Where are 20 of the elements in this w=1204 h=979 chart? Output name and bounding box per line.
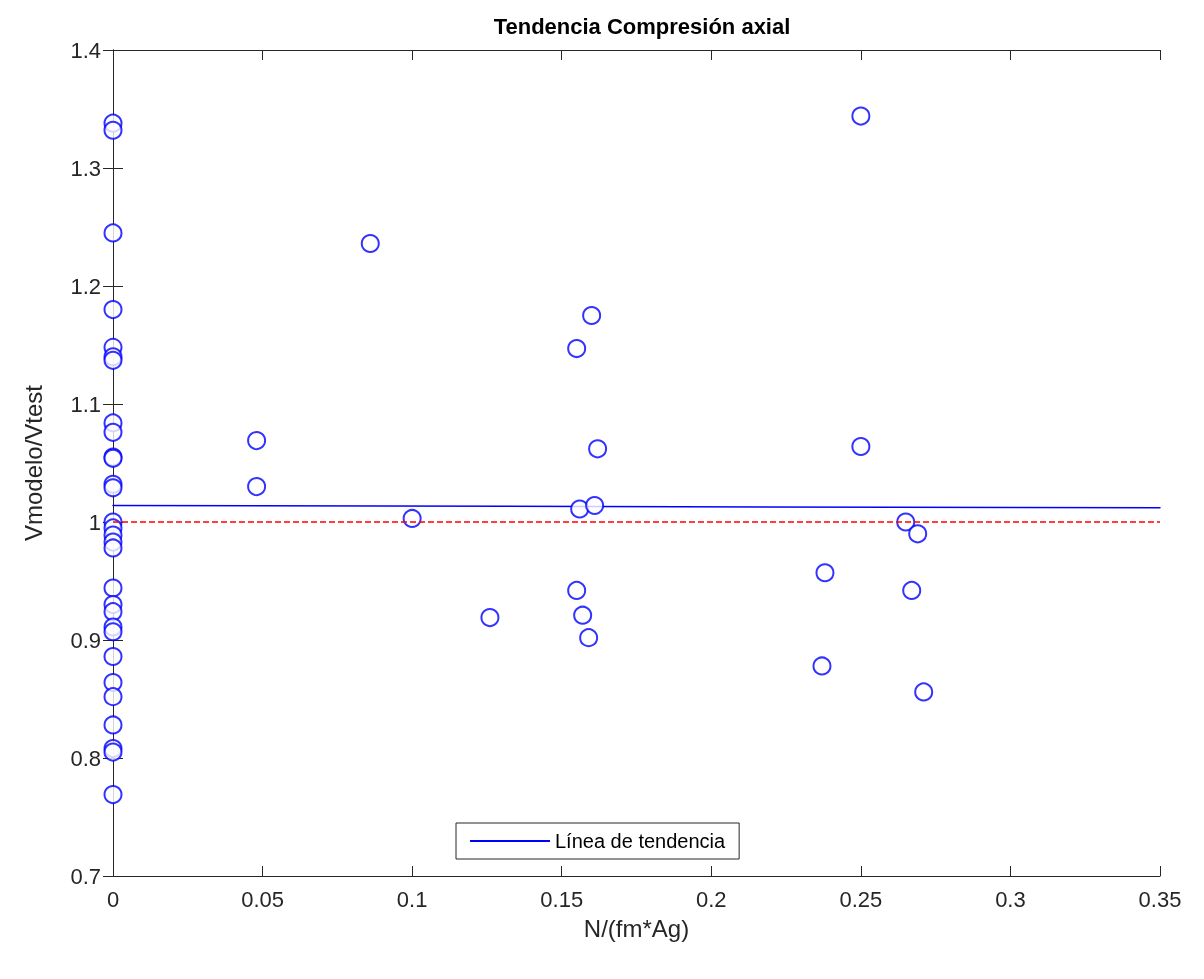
- y-tick-label: 1.2: [70, 273, 101, 299]
- x-tick-label: 0.05: [241, 886, 284, 912]
- y-tick-label: 0.7: [70, 863, 101, 889]
- chart-title: Tendencia Compresión axial: [493, 13, 791, 39]
- x-tick-label: 0.25: [839, 886, 883, 912]
- y-tick-label: 1.1: [70, 391, 101, 417]
- legend-label: Línea de tendencia: [555, 830, 727, 852]
- y-tick-label: 1.3: [70, 155, 101, 181]
- x-tick-label: 0.2: [695, 886, 727, 912]
- x-tick-label: 0.15: [540, 886, 584, 912]
- y-tick-label: 1.4: [70, 37, 101, 63]
- y-tick-label: 0.8: [70, 745, 101, 771]
- y-tick-label: 0.9: [70, 627, 101, 653]
- x-tick-label: 0.1: [396, 886, 428, 912]
- x-axis-title: N/(fm*Ag): [583, 914, 690, 942]
- x-tick-label: 0.3: [995, 886, 1026, 912]
- x-tick-label: 0: [106, 886, 120, 912]
- x-tick-label: 0.35: [1138, 886, 1182, 912]
- y-axis-title: Vmodelo/Vtest: [19, 384, 47, 542]
- y-tick-label: 1: [88, 509, 101, 535]
